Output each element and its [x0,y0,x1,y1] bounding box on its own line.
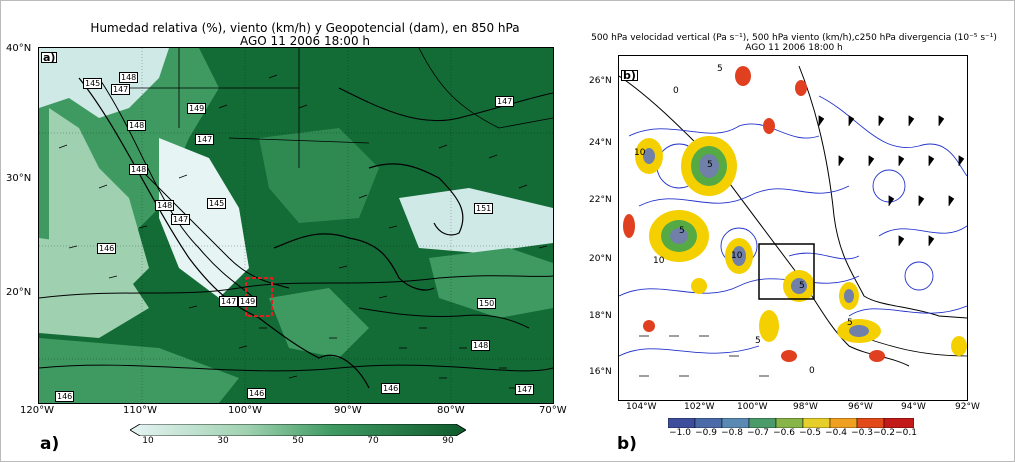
panel-b-lon-label: 102°W [684,402,715,412]
vv-label: 5 [847,318,853,328]
contour-label: 147 [219,296,239,307]
panel-b-colorbar-tick: −0.9 [695,428,717,438]
panel-b-colorbar-tick: −0.4 [825,428,847,438]
panel-b-lat-label: 18°N [589,311,612,321]
panel-a-map-graphic [39,48,553,403]
contour-label: 148 [129,164,149,175]
panel-a-map: a) 145 148 147 148 149 147 151 148 145 1… [38,47,554,404]
contour-label: 147 [515,384,535,395]
panel-a-lon-label: 110°W [123,405,157,416]
panel-b-lat-label: 26°N [589,76,612,86]
vv-label: 5 [679,226,685,236]
panel-b-lat-label: 20°N [589,254,612,264]
panel-a-title-line1: Humedad relativa (%), viento (km/h) y Ge… [90,21,520,35]
study-area-box-b [758,243,815,300]
panel-a-lat-label: 40°N [6,43,32,54]
contour-label: 145 [83,78,103,89]
vv-label: 10 [634,148,646,158]
panel-a-colorbar-tick: 90 [442,436,454,446]
panel-a-colorbar-tick: 10 [142,436,154,446]
panel-b-map-graphic [619,65,967,377]
contour-label: 146 [381,383,401,394]
panel-b-title-line1: 500 hPa velocidad vertical (Pa s⁻¹), 500… [591,33,997,43]
panel-b-lon-label: 96°W [848,402,873,412]
panel-a-colorbar [130,424,466,436]
panel-b-lon-label: 94°W [901,402,926,412]
panel-b-colorbar-tick: −0.1 [895,428,917,438]
panel-b-colorbar-tick: −0.7 [747,428,769,438]
contour-label: 149 [238,296,258,307]
contour-label: 145 [207,198,227,209]
contour-label: 150 [477,298,497,309]
panel-a-title-line2: AGO 11 2006 18:00 h [240,34,370,48]
panel-a-colorbar-tick: 50 [292,436,304,446]
panel-b-lon-label: 92°W [955,402,980,412]
contour-label: 147 [495,96,515,107]
panel-a-colorbar-tick: 30 [217,436,229,446]
panel-b-lat-label: 22°N [589,195,612,205]
panel-a-lat-label: 30°N [6,173,32,184]
panel-a-lon-label: 120°W [20,405,54,416]
panel-b-title-line2: AGO 11 2006 18:00 h [745,43,843,53]
contour-label: 148 [127,120,147,131]
panel-b-colorbar-tick: −0.8 [721,428,743,438]
panel-a-colorbar-tick: 70 [367,436,379,446]
panel-b-inner-tag: b) [621,69,638,82]
panel-b-tag: b) [617,434,637,454]
vv-label: 10 [731,251,743,261]
panel-b-colorbar-tick: −0.2 [873,428,895,438]
panel-b-lat-label: 24°N [589,138,612,148]
contour-label: 148 [155,200,175,211]
contour-label: 146 [97,243,117,254]
vv-label: 5 [717,64,723,74]
panel-a-lon-label: 90°W [334,405,362,416]
panel-b-colorbar-tick: −0.6 [773,428,795,438]
panel-a-inner-tag: a) [41,51,58,64]
vv-label: 0 [809,366,815,376]
vv-label: 5 [707,160,713,170]
panel-a-lat-label: 20°N [6,287,32,298]
panel-b-lon-label: 104°W [626,402,657,412]
contour-label: 147 [195,134,215,145]
contour-label: 146 [247,388,267,399]
panel-b-colorbar-tick: −1.0 [669,428,691,438]
panel-b-lon-label: 98°W [793,402,818,412]
contour-label: 148 [119,72,139,83]
contour-label: 148 [471,340,491,351]
panel-b-lon-label: 100°W [737,402,768,412]
panel-b-map: b) 10 5 5 10 5 10 5 5 0 5 0 [618,55,968,401]
contour-label: 146 [55,391,75,402]
panel-b-colorbar-tick: −0.3 [851,428,873,438]
panel-a-lon-label: 80°W [437,405,465,416]
panel-b-lat-label: 16°N [589,367,612,377]
vv-label: 10 [653,256,665,266]
vv-label: 5 [755,336,761,346]
panel-a-lon-label: 100°W [228,405,262,416]
vv-label: 5 [799,281,805,291]
panel-a-title: Humedad relativa (%), viento (km/h) y Ge… [40,22,570,48]
panel-a-lon-label: 70°W [539,405,567,416]
panel-b-title: 500 hPa velocidad vertical (Pa s⁻¹), 500… [576,33,1012,53]
contour-label: 151 [474,203,494,214]
panel-b-colorbar [668,418,914,428]
vv-label: 0 [673,86,679,96]
panel-b-colorbar-tick: −0.5 [799,428,821,438]
contour-label: 147 [111,84,131,95]
contour-label: 147 [171,214,191,225]
contour-label: 149 [187,103,207,114]
panel-a-tag: a) [40,434,60,454]
